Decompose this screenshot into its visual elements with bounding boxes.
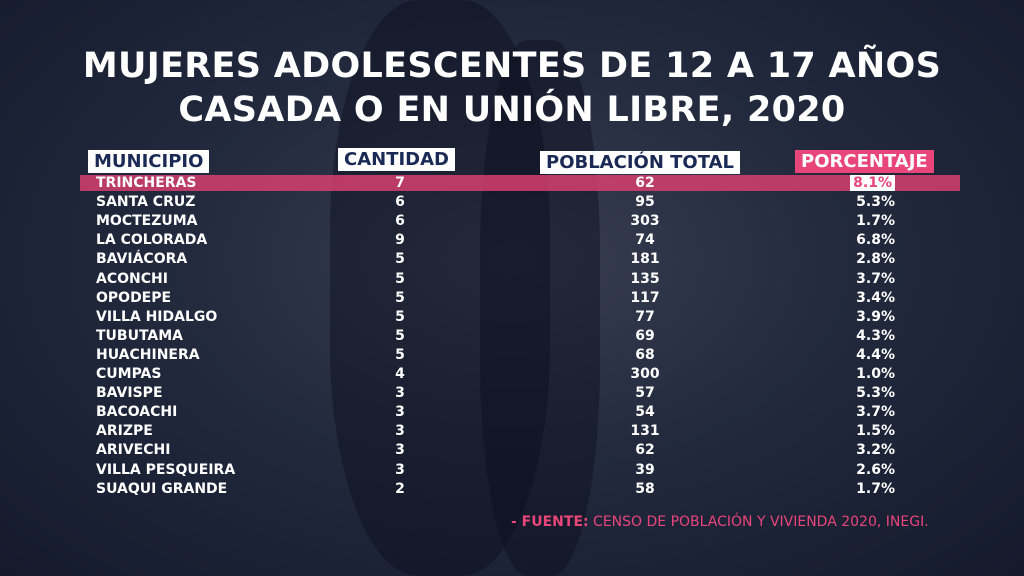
cell-porcentaje: 8.1% [820, 175, 895, 192]
cell-poblacion: 39 [635, 461, 655, 478]
source-note: - FUENTE: CENSO DE POBLACIÓN Y VIVIENDA … [511, 514, 929, 530]
table-row: SUAQUI GRANDE 2 58 1.7% [0, 481, 1024, 500]
source-text: CENSO DE POBLACIÓN Y VIVIENDA 2020, INEG… [588, 514, 929, 530]
cell-porcentaje: 3.7% [856, 270, 895, 287]
cell-poblacion: 68 [635, 346, 655, 363]
cell-poblacion: 58 [635, 480, 655, 497]
cell-poblacion: 303 [630, 213, 660, 230]
cell-municipio: SUAQUI GRANDE [96, 480, 228, 497]
header-poblacion-total: POBLACIÓN TOTAL [540, 151, 741, 174]
cell-municipio: ARIZPE [96, 423, 153, 440]
cell-cantidad: 3 [395, 385, 405, 402]
cell-poblacion: 62 [635, 175, 655, 191]
table-row: LA COLORADA 9 74 6.8% [0, 232, 1024, 251]
cell-municipio: TUBUTAMA [96, 327, 184, 344]
title-line-1: MUJERES ADOLESCENTES DE 12 A 17 AÑOS [82, 46, 942, 86]
cell-porcentaje: 2.6% [856, 461, 895, 478]
cell-porcentaje: 3.4% [856, 289, 895, 306]
cell-poblacion: 62 [635, 442, 655, 459]
cell-poblacion: 181 [630, 251, 660, 268]
cell-municipio: ARIVECHI [96, 442, 171, 459]
cell-municipio: CUMPAS [96, 366, 162, 382]
cell-poblacion: 117 [630, 289, 660, 306]
cell-poblacion: 131 [630, 423, 660, 440]
cell-cantidad: 5 [395, 289, 405, 306]
cell-porcentaje: 2.8% [856, 251, 895, 268]
cell-porcentaje: 6.8% [856, 232, 895, 249]
header-porcentaje: PORCENTAJE [795, 150, 934, 173]
cell-poblacion: 57 [635, 385, 655, 402]
cell-cantidad: 6 [395, 194, 405, 211]
page-title: MUJERES ADOLESCENTES DE 12 A 17 AÑOS CAS… [0, 44, 1024, 132]
table-row: MOCTEZUMA 6 303 1.7% [0, 213, 1024, 232]
highlight-bar [80, 175, 960, 191]
table-row: OPODEPE 5 117 3.4% [0, 290, 1024, 309]
cell-municipio: VILLA PESQUEIRA [96, 461, 236, 478]
cell-cantidad: 4 [395, 366, 405, 382]
table-row: BAVIÁCORA 5 181 2.8% [0, 251, 1024, 270]
background-figure [480, 40, 600, 576]
cell-poblacion: 77 [635, 308, 655, 325]
cell-cantidad: 3 [395, 442, 405, 459]
table-row: ARIZPE 3 131 1.5% [0, 423, 1024, 442]
cell-porcentaje: 1.0% [856, 366, 895, 382]
table-row: TRINCHERAS 7 62 8.1% [0, 175, 1024, 194]
cell-cantidad: 3 [395, 461, 405, 478]
cell-municipio: VILLA HIDALGO [96, 308, 218, 325]
table-row: ACONCHI 5 135 3.7% [0, 271, 1024, 290]
cell-municipio: ACONCHI [96, 270, 168, 287]
cell-cantidad: 5 [395, 308, 405, 325]
header-municipio: MUNICIPIO [88, 150, 210, 173]
table-row: BACOACHI 3 54 3.7% [0, 404, 1024, 423]
table-row: VILLA PESQUEIRA 3 39 2.6% [0, 462, 1024, 481]
cell-cantidad: 6 [395, 213, 405, 230]
source-label: - FUENTE: [511, 514, 589, 530]
cell-cantidad: 5 [395, 270, 405, 287]
table-row: ARIVECHI 3 62 3.2% [0, 442, 1024, 461]
cell-porcentaje: 5.3% [856, 385, 895, 402]
cell-cantidad: 5 [395, 251, 405, 268]
cell-cantidad: 7 [395, 175, 405, 191]
cell-poblacion: 69 [635, 327, 655, 344]
table-row: BAVISPE 3 57 5.3% [0, 385, 1024, 404]
cell-municipio: BAVIÁCORA [96, 251, 188, 268]
cell-municipio: LA COLORADA [96, 232, 208, 249]
table-row: HUACHINERA 5 68 4.4% [0, 347, 1024, 366]
cell-poblacion: 74 [635, 232, 655, 249]
header-cantidad: CANTIDAD [338, 148, 455, 171]
cell-municipio: SANTA CRUZ [96, 194, 196, 211]
cell-municipio: MOCTEZUMA [96, 213, 198, 230]
title-line-2: CASADA O EN UNIÓN LIBRE, 2020 [178, 90, 846, 130]
table-row: CUMPAS 4 300 1.0% [0, 366, 1024, 385]
cell-cantidad: 5 [395, 346, 405, 363]
cell-cantidad: 9 [395, 232, 405, 249]
cell-municipio: TRINCHERAS [96, 175, 197, 191]
cell-porcentaje: 5.3% [856, 194, 895, 211]
cell-cantidad: 5 [395, 327, 405, 344]
table-row: TUBUTAMA 5 69 4.3% [0, 328, 1024, 347]
cell-poblacion: 95 [635, 194, 655, 211]
cell-porcentaje: 3.9% [856, 308, 895, 325]
cell-porcentaje: 4.3% [856, 327, 895, 344]
cell-municipio: HUACHINERA [96, 346, 200, 363]
cell-municipio: BAVISPE [96, 385, 163, 402]
cell-porcentaje: 3.2% [856, 442, 895, 459]
cell-porcentaje: 3.7% [856, 404, 895, 421]
table-row: SANTA CRUZ 6 95 5.3% [0, 194, 1024, 213]
cell-municipio: OPODEPE [96, 289, 172, 306]
table-row: VILLA HIDALGO 5 77 3.9% [0, 309, 1024, 328]
cell-poblacion: 54 [635, 404, 655, 421]
cell-cantidad: 3 [395, 404, 405, 421]
cell-poblacion: 135 [630, 270, 660, 287]
cell-porcentaje: 4.4% [856, 346, 895, 363]
cell-municipio: BACOACHI [96, 404, 178, 421]
highlight-percent-box: 8.1% [850, 175, 895, 191]
background-figure [330, 0, 550, 576]
cell-cantidad: 2 [395, 480, 405, 497]
cell-porcentaje: 1.7% [856, 213, 895, 230]
cell-porcentaje: 1.5% [856, 423, 895, 440]
cell-cantidad: 3 [395, 423, 405, 440]
cell-porcentaje: 1.7% [856, 480, 895, 497]
cell-poblacion: 300 [630, 366, 660, 382]
